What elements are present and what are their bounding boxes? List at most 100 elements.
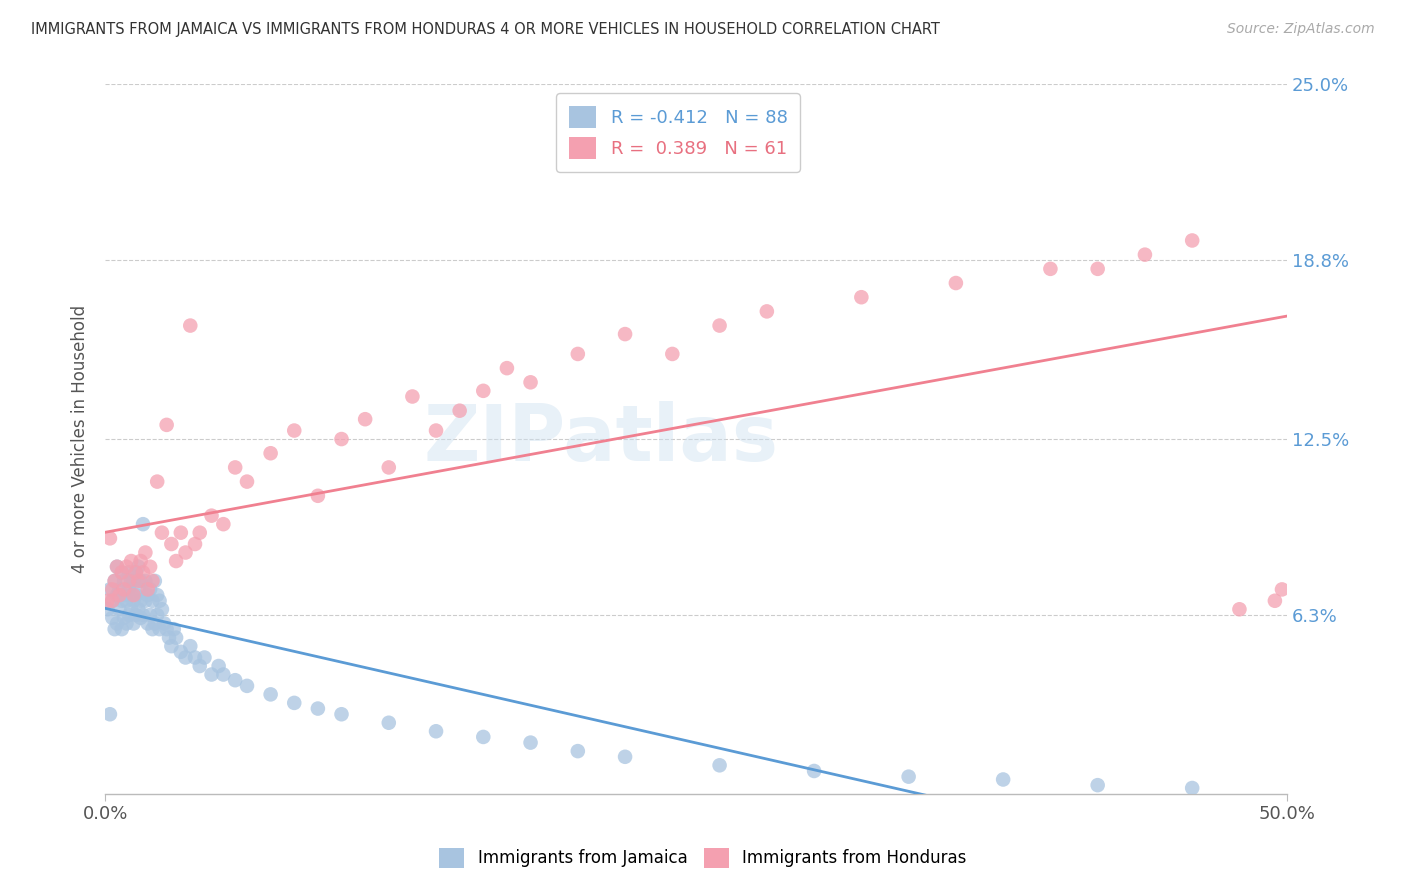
Point: [1087, 261, 1109, 276]
Point: [378, 460, 401, 475]
Point: [496, 361, 519, 376]
Text: IMMIGRANTS FROM JAMAICA VS IMMIGRANTS FROM HONDURAS 4 OR MORE VEHICLES IN HOUSEH: IMMIGRANTS FROM JAMAICA VS IMMIGRANTS FR…: [31, 22, 939, 37]
Point: [120, 602, 142, 616]
Point: [212, 667, 235, 681]
Point: [97, 594, 120, 608]
Point: [129, 611, 152, 625]
Point: [170, 525, 193, 540]
Point: [614, 749, 637, 764]
Point: [122, 594, 145, 608]
Point: [378, 715, 401, 730]
Point: [1039, 261, 1062, 276]
Point: [98, 532, 121, 546]
Point: [105, 559, 128, 574]
Point: [112, 574, 135, 588]
Point: [104, 622, 127, 636]
Point: [755, 304, 778, 318]
Point: [111, 566, 134, 580]
Point: [184, 537, 207, 551]
Point: [163, 622, 186, 636]
Point: [125, 566, 148, 580]
Point: [148, 622, 170, 636]
Point: [115, 559, 138, 574]
Point: [143, 616, 166, 631]
Point: [165, 631, 187, 645]
Point: [129, 594, 152, 608]
Point: [160, 639, 183, 653]
Point: [354, 412, 377, 426]
Point: [101, 594, 124, 608]
Point: [150, 525, 173, 540]
Point: [98, 582, 121, 597]
Point: [129, 554, 152, 568]
Point: [200, 667, 222, 681]
Point: [132, 517, 155, 532]
Point: [1181, 234, 1204, 248]
Point: [127, 582, 149, 597]
Point: [122, 574, 145, 588]
Point: [307, 489, 329, 503]
Point: [1181, 780, 1204, 795]
Point: [709, 318, 731, 333]
Point: [122, 588, 145, 602]
Point: [174, 545, 197, 559]
Point: [105, 559, 128, 574]
Point: [179, 318, 201, 333]
Point: [146, 475, 169, 489]
Point: [112, 588, 135, 602]
Point: [851, 290, 873, 304]
Point: [134, 545, 156, 559]
Point: [134, 594, 156, 608]
Point: [425, 724, 447, 739]
Point: [104, 574, 127, 588]
Point: [101, 611, 124, 625]
Point: [132, 566, 155, 580]
Point: [188, 525, 211, 540]
Point: [101, 582, 124, 597]
Point: [120, 574, 142, 588]
Point: [1264, 594, 1286, 608]
Point: [449, 403, 471, 417]
Point: [98, 707, 121, 722]
Point: [112, 611, 135, 625]
Point: [519, 736, 541, 750]
Point: [156, 622, 179, 636]
Point: [139, 607, 162, 622]
Point: [148, 594, 170, 608]
Point: [105, 588, 128, 602]
Point: [1087, 778, 1109, 792]
Point: [105, 616, 128, 631]
Point: [567, 744, 589, 758]
Point: [132, 607, 155, 622]
Point: [127, 574, 149, 588]
Point: [139, 582, 162, 597]
Point: [115, 616, 138, 631]
Point: [134, 574, 156, 588]
Point: [141, 594, 163, 608]
Point: [118, 566, 141, 580]
Point: [259, 446, 281, 460]
Point: [165, 554, 187, 568]
Point: [709, 758, 731, 772]
Point: [129, 574, 152, 588]
Point: [991, 772, 1014, 787]
Point: [104, 574, 127, 588]
Point: [519, 376, 541, 390]
Point: [125, 566, 148, 580]
Point: [945, 276, 967, 290]
Point: [108, 588, 131, 602]
Point: [118, 582, 141, 597]
Point: [170, 645, 193, 659]
Point: [118, 607, 141, 622]
Point: [136, 588, 159, 602]
Point: [224, 460, 246, 475]
Point: [567, 347, 589, 361]
Point: [120, 588, 142, 602]
Point: [146, 607, 169, 622]
Point: [1133, 247, 1156, 261]
Point: [108, 582, 131, 597]
Point: [101, 594, 124, 608]
Point: [472, 730, 495, 744]
Point: [111, 566, 134, 580]
Point: [150, 602, 173, 616]
